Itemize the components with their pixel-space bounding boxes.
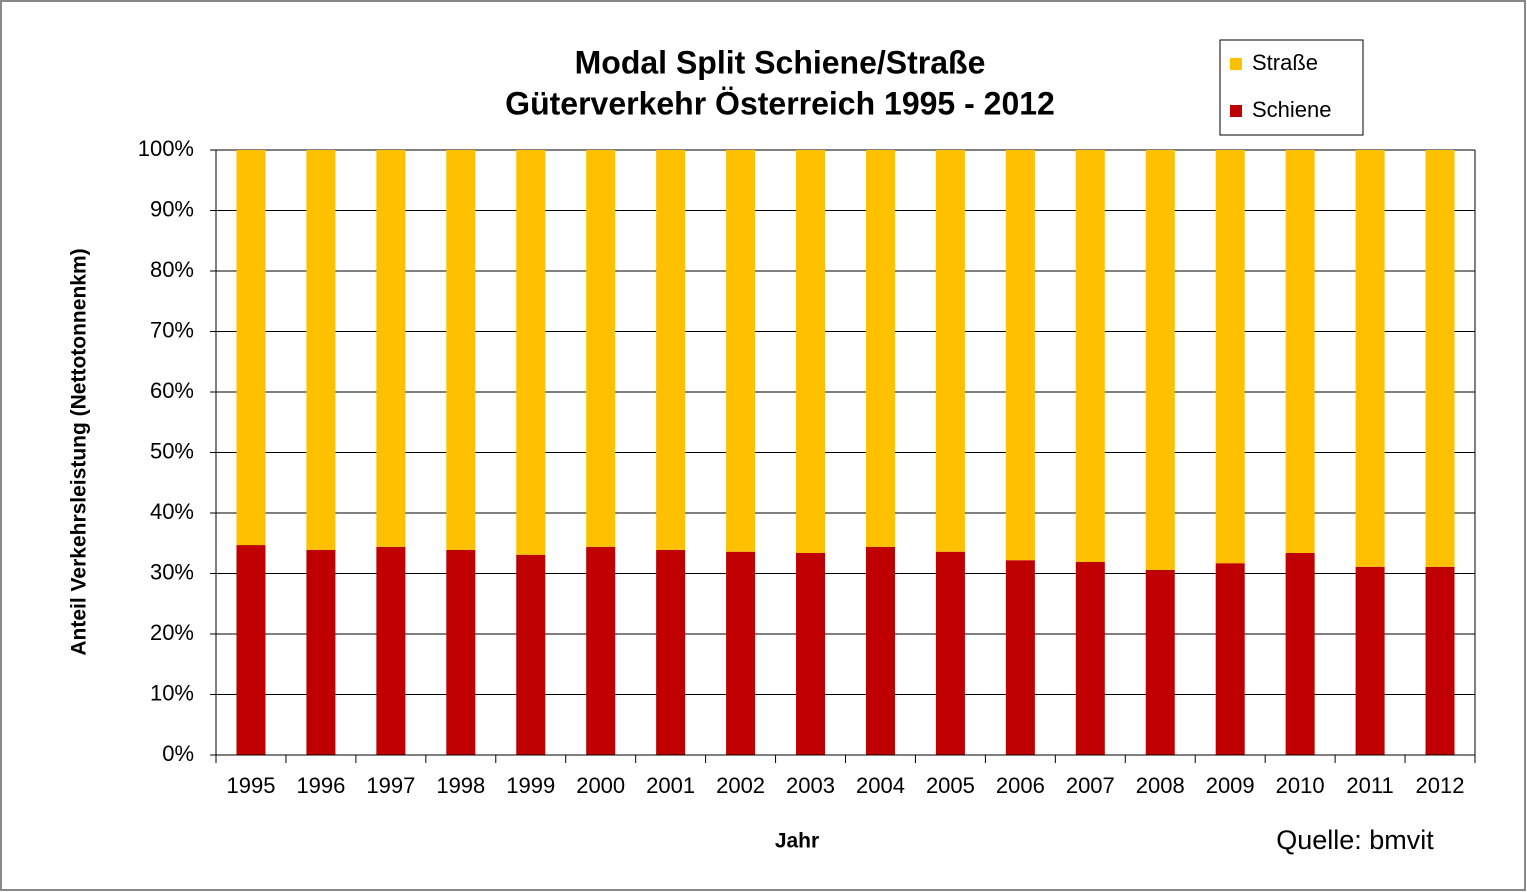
bar-segment — [586, 546, 616, 755]
y-tick-label: 80% — [150, 257, 194, 282]
x-tick-label: 2001 — [646, 773, 695, 798]
bar-segment — [1145, 569, 1175, 755]
bar-segment — [236, 545, 266, 755]
bar-segment — [1005, 560, 1035, 755]
x-tick-label: 2000 — [576, 773, 625, 798]
x-tick-label: 2010 — [1276, 773, 1325, 798]
y-tick-label: 50% — [150, 438, 194, 463]
bar-segment — [236, 150, 266, 546]
bar-segment — [865, 150, 895, 547]
x-tick-label: 1998 — [436, 773, 485, 798]
bar-segment — [656, 549, 686, 755]
bar-segment — [376, 546, 406, 755]
x-tick-label: 2009 — [1206, 773, 1255, 798]
legend-swatch — [1230, 58, 1242, 70]
y-tick-label: 0% — [162, 741, 194, 766]
bar-segment — [1005, 150, 1035, 561]
y-tick-label: 60% — [150, 378, 194, 403]
bar-segment — [306, 150, 336, 550]
legend-swatch — [1230, 105, 1242, 117]
bar-segment — [1145, 150, 1175, 570]
x-tick-label: 2011 — [1346, 773, 1393, 798]
x-tick-label: 2005 — [926, 773, 975, 798]
chart-title: Modal Split Schiene/Straße — [575, 44, 986, 80]
bar-segment — [1425, 150, 1455, 567]
bar-segment — [796, 552, 826, 755]
bar-segment — [1075, 562, 1105, 755]
legend-box — [1219, 39, 1364, 136]
x-tick-label: 2008 — [1136, 773, 1185, 798]
y-tick-label: 20% — [150, 620, 194, 645]
x-tick-label: 1999 — [506, 773, 555, 798]
y-tick-label: 40% — [150, 499, 194, 524]
x-tick-label: 2012 — [1416, 773, 1465, 798]
bar-segment — [306, 549, 336, 755]
bar-segment — [1215, 563, 1245, 755]
bar-segment — [446, 549, 476, 755]
y-axis-label: Anteil Verkehrsleistung (Nettotonnenkm) — [68, 248, 91, 655]
bar-segment — [586, 150, 616, 547]
bar-segment — [446, 150, 476, 550]
chart-subtitle: Güterverkehr Österreich 1995 - 2012 — [505, 85, 1055, 121]
bar-segment — [656, 150, 686, 550]
bar-segment — [935, 150, 965, 552]
y-tick-label: 10% — [150, 680, 194, 705]
x-tick-label: 2002 — [716, 773, 765, 798]
legend-label: Straße — [1252, 50, 1318, 75]
x-tick-label: 1995 — [226, 773, 275, 798]
x-tick-label: 1997 — [366, 773, 415, 798]
bar-segment — [726, 551, 756, 755]
source-note: Quelle: bmvit — [1276, 825, 1434, 855]
legend-label: Schiene — [1252, 97, 1332, 122]
x-tick-label: 2003 — [786, 773, 835, 798]
y-tick-label: 70% — [150, 317, 194, 342]
bar-segment — [935, 551, 965, 755]
y-tick-label: 90% — [150, 196, 194, 221]
bar-segment — [865, 546, 895, 755]
bar-segment — [1425, 566, 1455, 755]
bar-segment — [1285, 552, 1315, 755]
y-tick-label: 100% — [138, 136, 194, 161]
bar-segment — [726, 150, 756, 552]
bar-segment — [1355, 566, 1385, 755]
x-tick-label: 1996 — [296, 773, 345, 798]
x-tick-label: 2007 — [1066, 773, 1115, 798]
x-tick-label: 2004 — [856, 773, 905, 798]
bar-segment — [1285, 150, 1315, 553]
bar-segment — [376, 150, 406, 547]
bar-segment — [1215, 150, 1245, 564]
bar-segment — [1075, 150, 1105, 563]
x-tick-label: 2006 — [996, 773, 1045, 798]
bar-segment — [516, 150, 546, 555]
bar-segment — [1355, 150, 1385, 567]
y-tick-label: 30% — [150, 559, 194, 584]
bar-segment — [516, 554, 546, 755]
x-axis-label: Jahr — [775, 830, 819, 853]
bar-segment — [796, 150, 826, 553]
